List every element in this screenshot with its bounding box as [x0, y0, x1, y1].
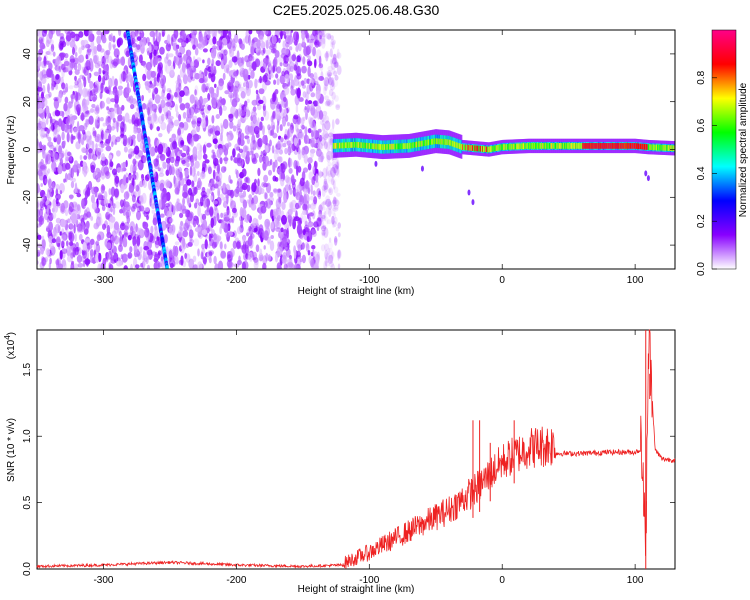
x-tick-label: -100: [359, 575, 379, 586]
x-tick-label: -200: [226, 275, 246, 286]
colorbar-tick-label: 0.2: [696, 214, 707, 228]
snr-y-ticks: 0.0 0.5 1.0 1.5: [22, 362, 675, 576]
snr-x-label: Height of straight line (km): [298, 584, 415, 595]
colorbar-tick-label: 0.4: [696, 166, 707, 180]
spectrogram-y-label: Frequency (Hz): [6, 116, 17, 185]
snr-scale-label: (x104): [3, 332, 17, 359]
colorbar-label: Normalized spectral amplitude: [738, 82, 749, 217]
y-tick-label: 0.5: [22, 495, 33, 509]
y-tick-label: 0.0: [22, 562, 33, 576]
x-tick-label: -300: [93, 575, 113, 586]
snr-frame: [36, 329, 676, 570]
colorbar-tick-label: 0.8: [696, 70, 707, 84]
colorbar-tick-label: 0.0: [696, 262, 707, 276]
y-tick-label: 20: [22, 96, 33, 108]
colorbar-ticks: 0.0 0.2 0.4 0.6 0.8: [696, 70, 717, 276]
figure-title: C2E5.2025.025.06.48.G30: [273, 2, 440, 18]
y-tick-label: 1.0: [22, 429, 33, 443]
y-tick-label: 0: [22, 146, 33, 152]
x-tick-label: 100: [627, 275, 644, 286]
spectrogram-x-ticks: -300 -200 -100 0 100: [93, 30, 644, 286]
snr-series-line: [36, 329, 676, 569]
colorbar: 0.0 0.2 0.4 0.6 0.8 Normalized spectral ampl…: [696, 29, 749, 276]
snr-scale-exp: 4: [3, 335, 12, 340]
snr-panel: -300 -200 -100 0 100 0.0 0.5 1.0 1.5 Height of …: [3, 329, 676, 595]
x-tick-label: 100: [627, 575, 644, 586]
x-tick-label: 0: [499, 575, 505, 586]
snr-x-ticks: -300 -200 -100 0 100: [93, 330, 644, 586]
spectrogram-narrowband: [332, 129, 675, 206]
spectrogram-heatmap: [37, 30, 675, 269]
y-tick-label: -40: [22, 237, 33, 252]
spectrogram-x-label: Height of straight line (km): [298, 286, 415, 297]
colorbar-gradient: [711, 29, 737, 270]
y-tick-label: 1.5: [22, 362, 33, 376]
x-tick-label: -200: [226, 575, 246, 586]
spectrogram-y-ticks: -40 -20 0 20 40: [22, 48, 675, 252]
colorbar-tick-label: 0.6: [696, 118, 707, 132]
snr-scale-text: (x10: [6, 339, 17, 359]
x-tick-label: 0: [499, 275, 505, 286]
snr-y-label: SNR (10 * v/v): [6, 418, 17, 482]
spectrogram-noise: [37, 30, 342, 269]
x-tick-label: -300: [93, 275, 113, 286]
y-tick-label: 40: [22, 48, 33, 60]
y-tick-label: -20: [22, 190, 33, 205]
snr-scale-close: ): [6, 332, 17, 335]
spectrogram-diagonal-streak: [125, 30, 169, 269]
snr-spikes: [472, 330, 651, 569]
x-tick-label: -100: [359, 275, 379, 286]
